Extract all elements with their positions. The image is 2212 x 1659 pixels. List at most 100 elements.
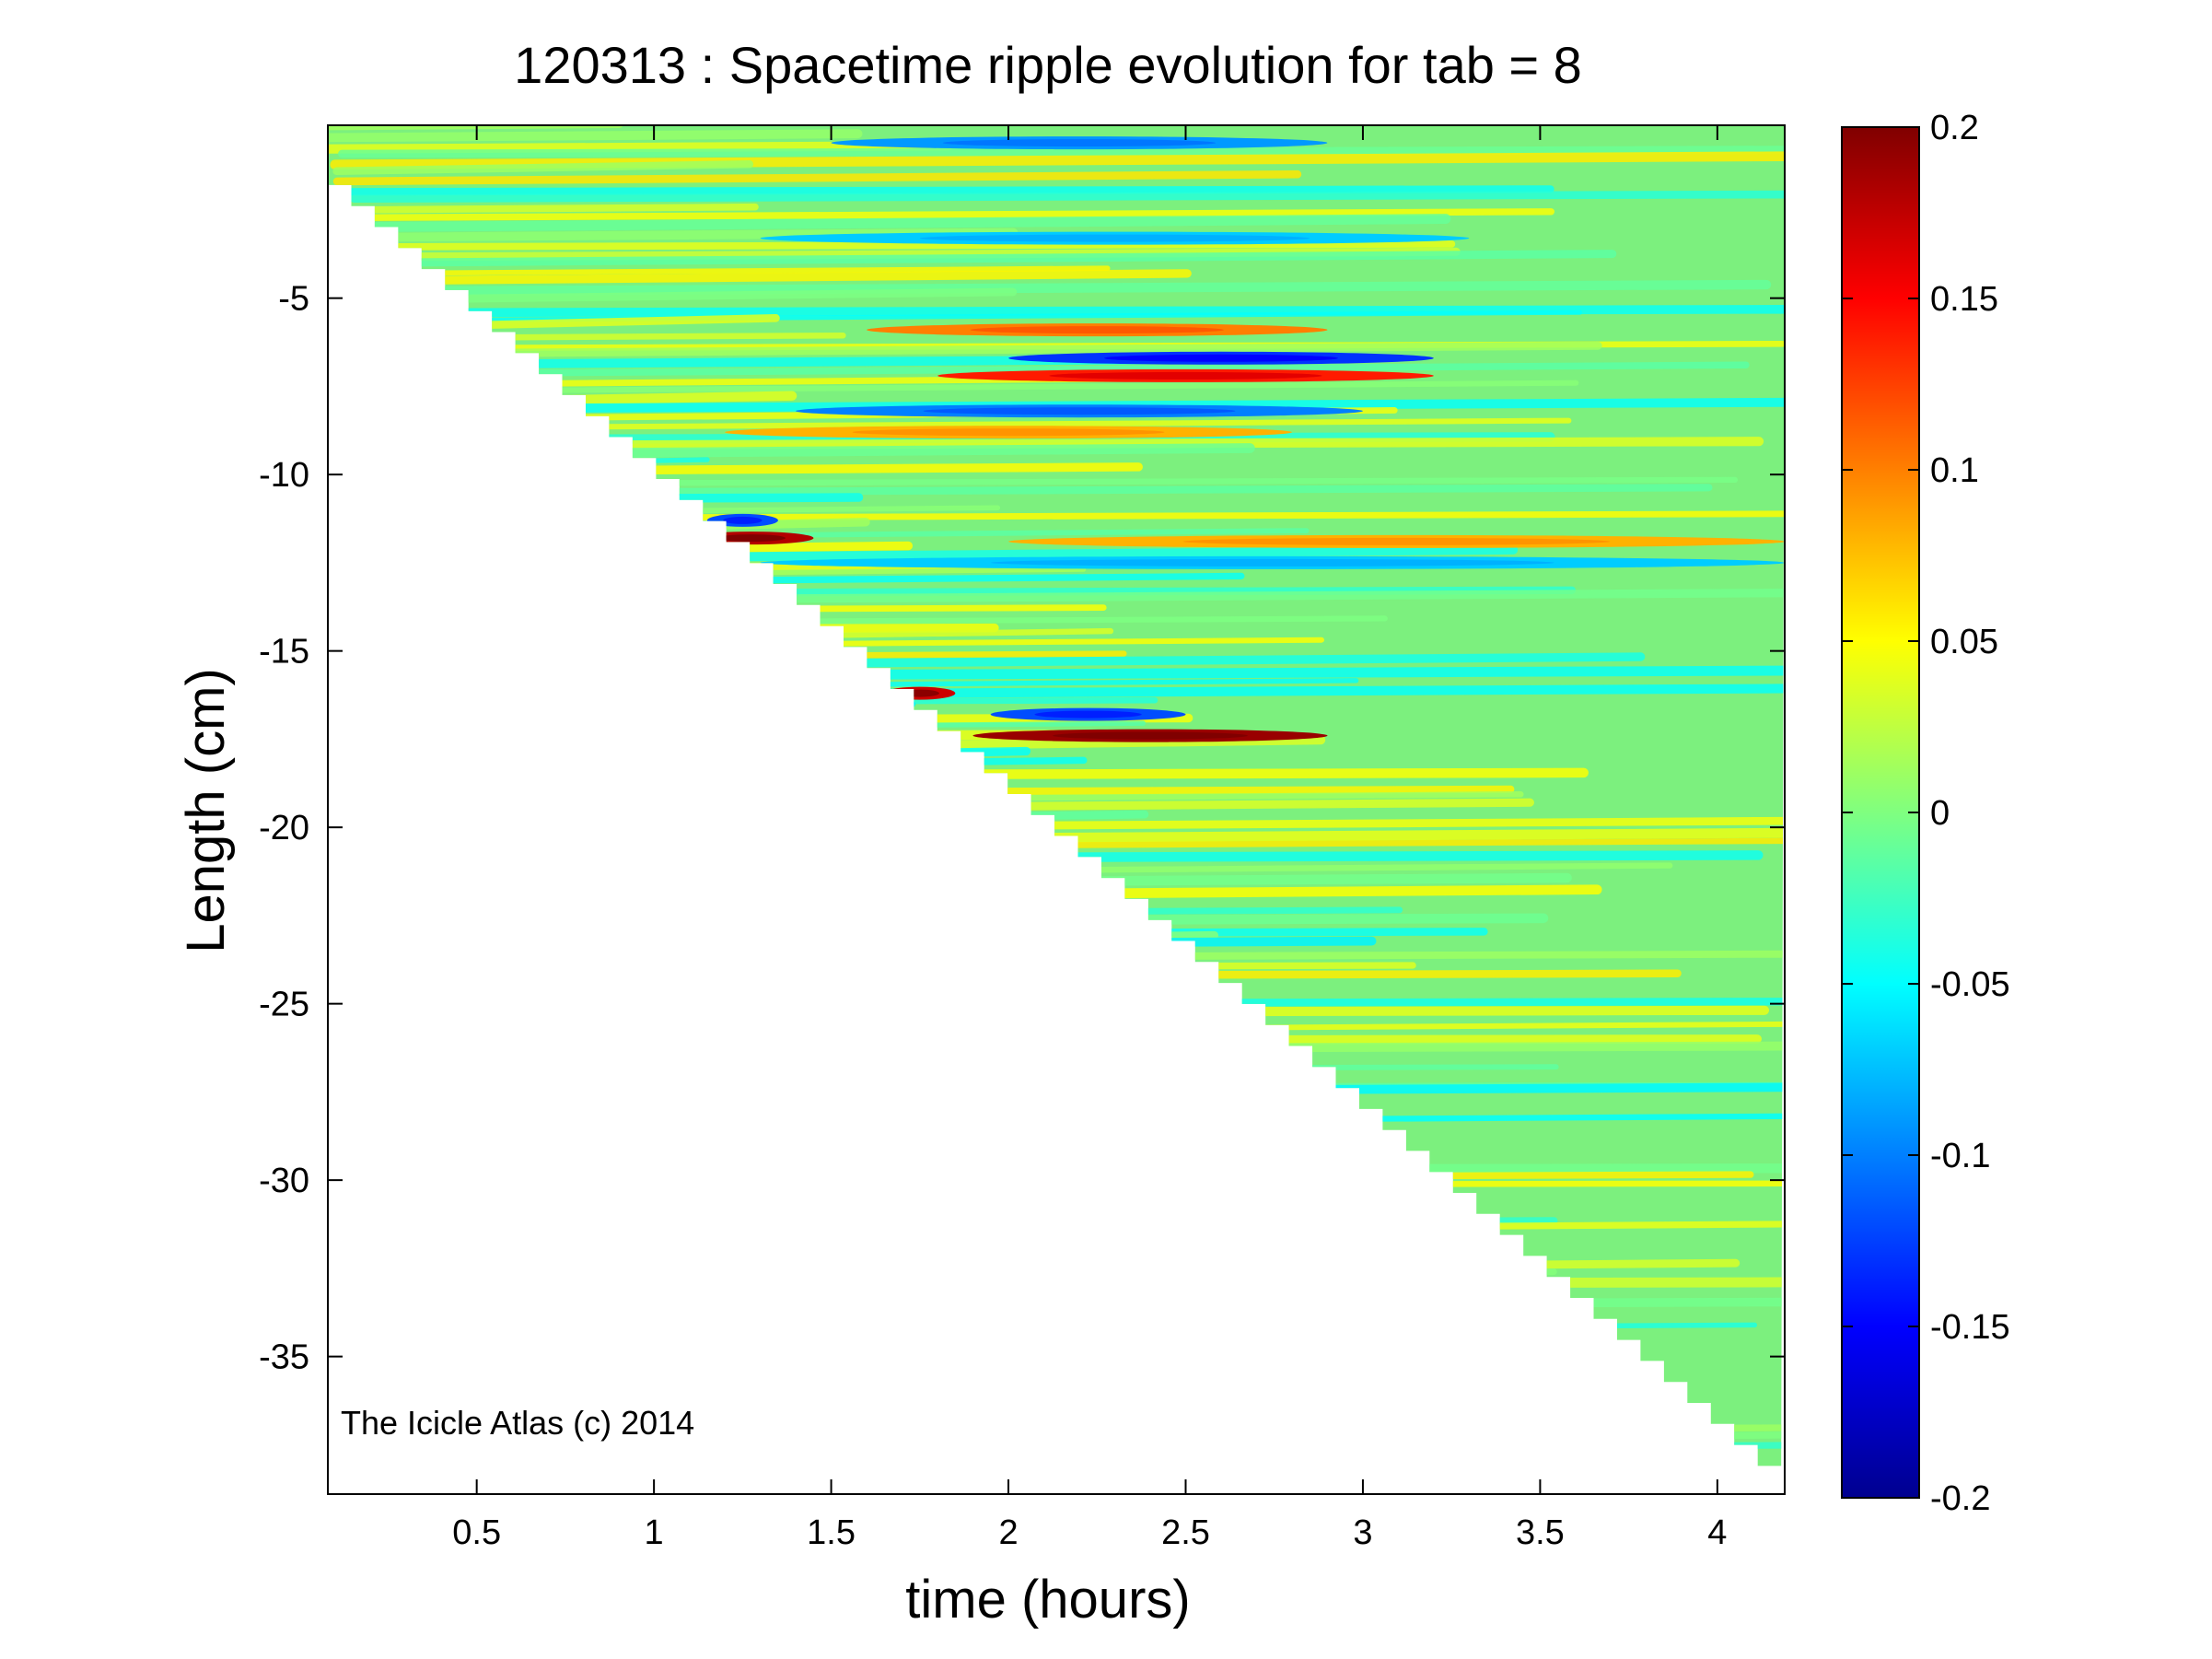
ripple-stripe: [387, 623, 999, 635]
ripple-feature-core: [717, 534, 786, 543]
x-tick-label: 1: [645, 1513, 664, 1552]
colorbar-ticks: 0.2 0.15 0.1 0.05 0 -0.05 -0.1 -0.15 -0.2: [1842, 109, 2010, 1518]
ripple-stripe: [427, 696, 1158, 707]
ripple-stripe: [472, 1489, 1890, 1490]
ripple-stripe: [434, 1312, 1460, 1326]
ripple-feature-core: [723, 516, 763, 524]
colorbar-tick-label: 0.2: [1930, 109, 1979, 147]
x-tick-label: 4: [1707, 1513, 1727, 1552]
ripple-stripe: [411, 969, 1682, 982]
ripple-stripe: [328, 141, 953, 154]
y-tick-label: -15: [259, 633, 309, 672]
ripple-stripe: [403, 476, 1739, 487]
ripple-stripe: [551, 1171, 1754, 1183]
ripple-stripe: [395, 1151, 1370, 1163]
ripple-stripe: [459, 962, 1416, 972]
ripple-feature-core: [1034, 710, 1142, 719]
ripple-stripe: [632, 895, 1066, 909]
ripple-stripe: [688, 1465, 1785, 1466]
ripple-stripe: [827, 1206, 1170, 1218]
ripple-stripe: [431, 1068, 1189, 1082]
y-tick-label: -5: [278, 280, 309, 319]
ripple-stripe: [363, 457, 710, 469]
ripple-stripe: [732, 930, 1219, 946]
colorbar: 0.2 0.15 0.1 0.05 0 -0.05 -0.1 -0.15 -0.2: [1841, 109, 2010, 1518]
ripple-stripe: [430, 1244, 1460, 1258]
ripple-stripe: [416, 913, 1549, 928]
ripple-stripe: [344, 214, 1451, 233]
ripple-features: [689, 136, 1785, 742]
ripple-stripe: [411, 1297, 1785, 1312]
ripple-stripe: [426, 1014, 885, 1028]
ripple-feature-core: [919, 234, 1310, 242]
x-axis-ticks: 0.5 1 1.5 2 2.5 3 3.5 4: [452, 125, 1727, 1552]
ripple-stripe: [440, 604, 1107, 613]
colorbar-tick-label: 0.1: [1930, 451, 1979, 490]
ripple-feature-core: [1182, 537, 1611, 545]
ripple-stripe: [739, 1162, 1785, 1175]
colorbar-tick-label: -0.1: [1930, 1137, 1990, 1175]
ripple-stripe: [663, 906, 1403, 917]
ripple-stripe: [379, 1005, 1770, 1019]
ripple-stripe: [350, 190, 1785, 203]
ripple-stripe: [328, 129, 863, 143]
ripple-stripe: [360, 1193, 1003, 1209]
ripple-stripe: [342, 767, 1589, 781]
ripple-stripe: [478, 1364, 825, 1380]
ripple-stripe: [417, 304, 1785, 318]
colorbar-tick-label: -0.05: [1930, 965, 2010, 1004]
ripple-stripe: [399, 380, 1579, 394]
colorbar-tick-label: 0.05: [1930, 623, 1998, 661]
ripple-stripe: [328, 976, 1158, 990]
ripple-stripe: [634, 1184, 1223, 1200]
ripple-stripe: [612, 1289, 1391, 1299]
ripple-stripe: [569, 1233, 1269, 1245]
ripple-stripe: [483, 950, 1785, 963]
ripple-stripe: [750, 1407, 1102, 1418]
ripple-stripe: [697, 1306, 1372, 1321]
ripple-stripe: [332, 169, 1302, 186]
ripple-stripe: [677, 1081, 1785, 1098]
ripple-stripe: [526, 701, 916, 713]
ripple-stripe: [493, 810, 1149, 827]
ripple-stripe: [505, 1249, 1368, 1262]
ripple-stripe: [381, 250, 1617, 267]
plot-frame: [327, 124, 1786, 1495]
ripple-feature-core: [1104, 354, 1338, 362]
y-tick-label: -10: [259, 456, 309, 495]
ripple-feature-core: [970, 326, 1224, 334]
ripple-stripe: [358, 332, 846, 342]
y-axis-label: Length (cm): [176, 668, 236, 952]
ripple-stripe: [338, 146, 1785, 158]
ripple-stripe: [828, 1402, 1274, 1411]
ripple-stripe: [1007, 1442, 1785, 1453]
ripple-stripe: [454, 1357, 1611, 1374]
ripple-stripe: [343, 240, 1456, 251]
ripple-stripe: [415, 936, 1377, 952]
ripple-stripe: [398, 777, 809, 789]
ripple-stripe: [399, 665, 1785, 682]
ripple-stripe: [335, 185, 1554, 196]
ripple-stripe: [447, 1097, 1333, 1112]
ripple-stripe: [329, 1109, 1237, 1118]
ripple-stripe: [881, 1179, 1785, 1188]
x-tick-label: 3.5: [1516, 1513, 1565, 1552]
ripple-stripe: [328, 269, 1192, 286]
ripple-stripe: [716, 1349, 1491, 1364]
ripple-stripe: [527, 1458, 1440, 1466]
ripple-feature-core: [1053, 731, 1248, 740]
ripple-stripe: [507, 1391, 1193, 1402]
ripple-stripe: [670, 1123, 1198, 1136]
ripple-stripe: [401, 997, 1785, 1009]
ripple-stripe: [328, 341, 1602, 358]
ripple-stripe: [331, 493, 864, 505]
ripple-stripe: [328, 462, 1143, 477]
ripple-stripe: [740, 928, 1488, 938]
x-tick-label: 1.5: [807, 1513, 856, 1552]
ripple-stripe: [402, 265, 1111, 276]
ripple-stripe: [345, 1336, 1592, 1348]
colorbar-tick-label: 0.15: [1930, 280, 1998, 319]
ripple-stripe: [464, 443, 1255, 460]
x-tick-label: 2: [998, 1513, 1018, 1552]
